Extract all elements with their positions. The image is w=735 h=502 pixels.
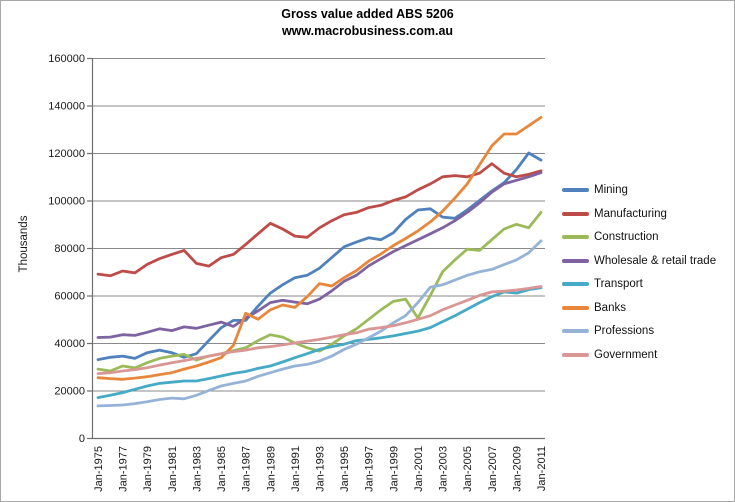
svg-text:Jan-1977: Jan-1977 bbox=[118, 446, 130, 492]
svg-text:Jan-2009: Jan-2009 bbox=[511, 446, 523, 492]
svg-text:0: 0 bbox=[79, 433, 85, 445]
series-line-professions bbox=[96, 239, 543, 408]
series-line-manufacturing bbox=[96, 162, 543, 278]
x-axis-labels: Jan-1975 Jan-1977 Jan-1979 Jan-1981 Jan-1983… bbox=[93, 446, 548, 492]
series-line-mining bbox=[96, 151, 543, 362]
svg-text:Jan-2007: Jan-2007 bbox=[487, 446, 499, 492]
series-line-government bbox=[96, 285, 543, 376]
series-line-transport bbox=[96, 286, 543, 400]
svg-text:Jan-1983: Jan-1983 bbox=[191, 446, 203, 492]
svg-text:Jan-1987: Jan-1987 bbox=[241, 446, 253, 492]
svg-text:Jan-1999: Jan-1999 bbox=[388, 446, 400, 492]
gridlines bbox=[92, 58, 545, 392]
svg-text:140000: 140000 bbox=[48, 101, 85, 113]
svg-text:Jan-2001: Jan-2001 bbox=[413, 446, 425, 492]
svg-text:Jan-2005: Jan-2005 bbox=[462, 446, 474, 492]
svg-text:Jan-1997: Jan-1997 bbox=[364, 446, 376, 492]
y-axis-labels: 0 20000 40000 60000 80000 100000 120000 140000 1… bbox=[48, 53, 85, 445]
svg-text:Jan-1993: Jan-1993 bbox=[315, 446, 327, 492]
series-line-wholesale-retail bbox=[96, 171, 543, 339]
svg-text:100000: 100000 bbox=[48, 196, 85, 208]
svg-text:80000: 80000 bbox=[54, 243, 85, 255]
chart-subtitle: www.macrobusiness.com.au bbox=[281, 24, 454, 38]
svg-text:Jan-1995: Jan-1995 bbox=[339, 446, 351, 492]
svg-text:Jan-1981: Jan-1981 bbox=[167, 446, 179, 492]
chart-title: Gross value added ABS 5206 bbox=[281, 7, 454, 21]
svg-text:40000: 40000 bbox=[54, 338, 85, 350]
svg-text:20000: 20000 bbox=[54, 386, 85, 398]
svg-text:160000: 160000 bbox=[48, 53, 85, 65]
series-line-banks bbox=[96, 116, 543, 381]
svg-text:Jan-1991: Jan-1991 bbox=[290, 446, 302, 492]
svg-text:120000: 120000 bbox=[48, 148, 85, 160]
series-line-construction bbox=[96, 210, 543, 373]
svg-text:Jan-2011: Jan-2011 bbox=[536, 446, 548, 491]
axes bbox=[87, 57, 545, 440]
svg-text:Jan-1989: Jan-1989 bbox=[265, 446, 277, 492]
svg-text:Jan-1985: Jan-1985 bbox=[216, 446, 228, 492]
svg-text:Jan-1979: Jan-1979 bbox=[142, 446, 154, 492]
svg-text:60000: 60000 bbox=[54, 291, 85, 303]
svg-text:Jan-1975: Jan-1975 bbox=[93, 446, 105, 492]
svg-text:Jan-2003: Jan-2003 bbox=[438, 446, 450, 492]
